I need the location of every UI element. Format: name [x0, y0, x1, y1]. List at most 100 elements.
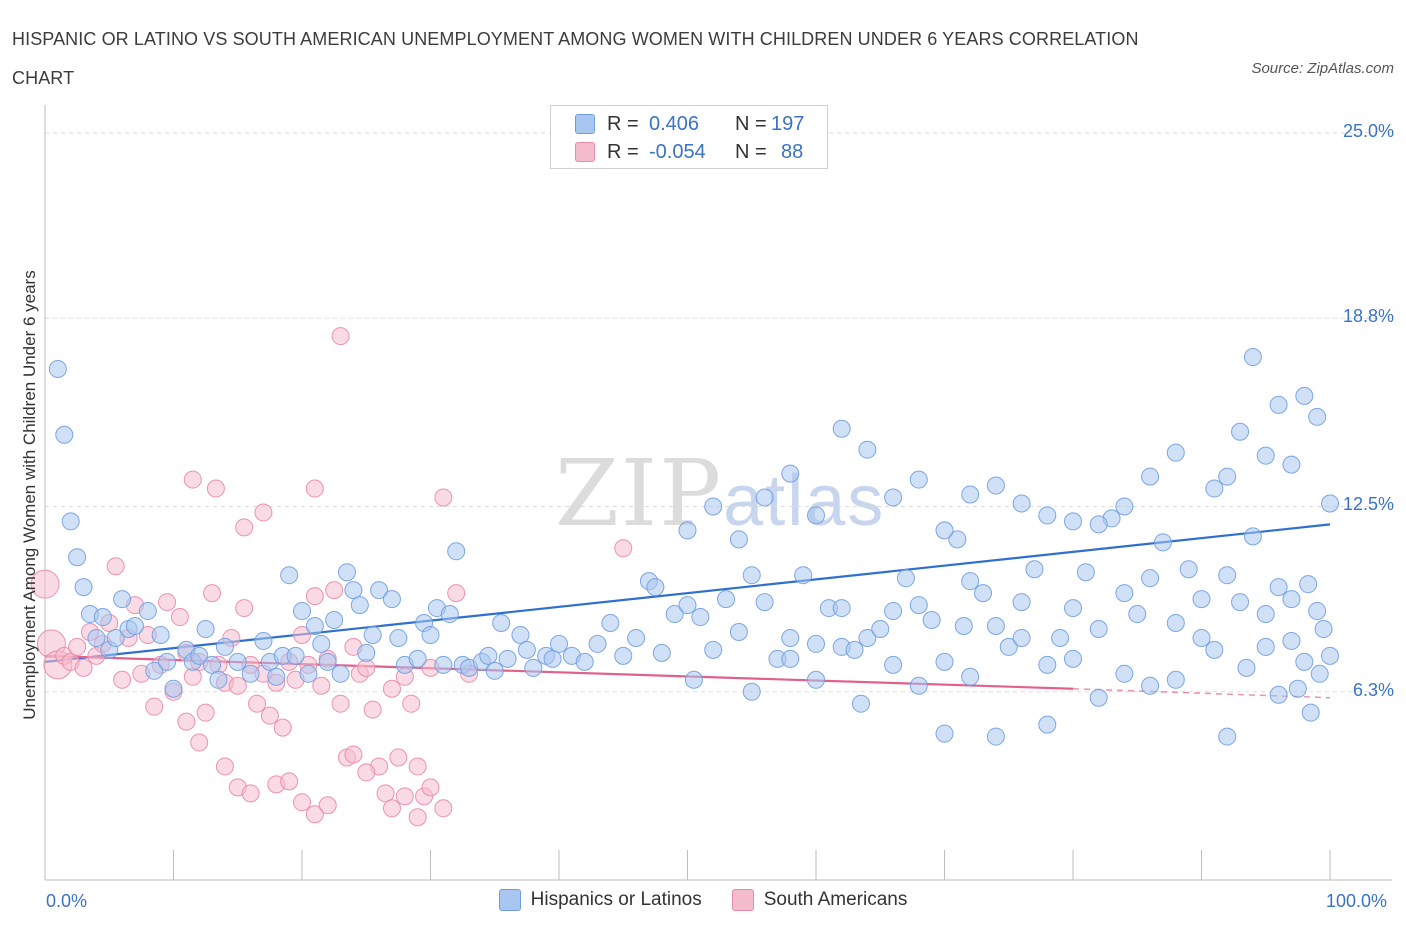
point-hispanics	[1076, 563, 1095, 582]
point-hispanics	[215, 637, 234, 656]
point-hispanics	[524, 658, 543, 677]
point-hispanics	[1295, 652, 1314, 671]
point-south-americans	[206, 479, 225, 498]
legend-r-value-hispanics: 0.406	[649, 112, 700, 135]
point-hispanics	[286, 646, 305, 665]
point-south-americans	[293, 625, 311, 644]
y-tick-label: 12.5%	[1342, 494, 1394, 515]
point-hispanics	[68, 548, 87, 567]
correlation-legend: R = 0.406 N = 197 R = -0.054 N = 88	[550, 105, 828, 169]
point-hispanics	[986, 616, 1005, 635]
point-south-americans	[408, 757, 427, 776]
chart-title: HISPANIC OR LATINO VS SOUTH AMERICAN UNE…	[12, 29, 1139, 88]
point-hispanics	[807, 506, 825, 525]
point-hispanics	[228, 652, 247, 671]
point-hispanics	[884, 488, 903, 507]
point-hispanics	[1166, 443, 1185, 462]
point-hispanics	[543, 649, 562, 668]
point-hispanics	[832, 419, 851, 438]
point-hispanics	[331, 664, 350, 683]
point-hispanics	[1205, 479, 1224, 498]
point-hispanics	[1141, 467, 1160, 486]
point-hispanics	[55, 425, 74, 444]
point-hispanics	[1038, 655, 1057, 674]
point-hispanics	[363, 625, 382, 644]
point-hispanics	[1115, 584, 1134, 603]
point-hispanics	[1192, 628, 1211, 647]
point-south-americans	[325, 581, 344, 600]
point-hispanics	[1321, 494, 1339, 513]
point-hispanics	[755, 488, 774, 507]
point-south-americans	[170, 608, 189, 627]
series-legend-item-south-americans[interactable]: South Americans	[731, 889, 907, 911]
point-hispanics	[440, 605, 459, 624]
point-hispanics	[974, 584, 993, 603]
point-south-americans	[113, 670, 132, 689]
point-hispanics	[1012, 494, 1031, 513]
y-axis-label: Unemployment Among Women with Children U…	[20, 270, 39, 720]
point-south-americans	[434, 488, 453, 507]
point-hispanics	[909, 470, 928, 489]
point-hispanics	[254, 631, 273, 650]
point-hispanics	[479, 646, 498, 665]
point-hispanics	[1256, 637, 1275, 656]
point-hispanics	[74, 578, 93, 597]
point-south-americans	[382, 799, 401, 818]
point-hispanics	[1256, 605, 1275, 624]
point-hispanics	[241, 664, 260, 683]
point-hispanics	[742, 566, 761, 585]
point-south-americans	[318, 796, 337, 815]
point-hispanics	[337, 563, 356, 582]
point-hispanics	[1218, 467, 1237, 486]
point-south-americans	[389, 748, 408, 767]
point-hispanics	[922, 611, 941, 630]
point-hispanics	[1115, 497, 1134, 516]
point-south-americans	[215, 757, 234, 776]
watermark-atlas: atlas	[723, 461, 886, 541]
legend-row-south-americans: R = -0.054 N = 88	[575, 139, 803, 165]
point-hispanics	[158, 652, 177, 671]
point-south-americans	[614, 539, 633, 558]
point-hispanics	[550, 634, 568, 653]
legend-n-label: N =	[735, 112, 767, 135]
series-legend-item-hispanics[interactable]: Hispanics or Latinos	[498, 889, 702, 911]
point-hispanics	[884, 602, 903, 621]
point-hispanics	[1064, 599, 1082, 618]
point-hispanics	[1012, 593, 1031, 612]
point-hispanics	[1295, 386, 1314, 405]
point-hispanics	[350, 596, 369, 615]
point-hispanics	[61, 512, 80, 531]
point-hispanics	[485, 661, 504, 680]
point-hispanics	[370, 581, 389, 600]
series-legend: Hispanics or Latinos South Americans	[0, 889, 1406, 911]
point-hispanics	[1282, 455, 1301, 474]
point-hispanics	[1012, 628, 1031, 647]
point-hispanics	[717, 590, 736, 609]
point-hispanics	[1128, 605, 1147, 624]
point-hispanics	[935, 724, 954, 743]
series-swatch-hispanics	[498, 889, 521, 911]
point-hispanics	[1064, 512, 1082, 531]
point-hispanics	[961, 572, 980, 591]
point-south-americans	[408, 808, 427, 827]
point-hispanics	[755, 593, 774, 612]
legend-r-label: R =	[607, 112, 639, 135]
point-hispanics	[678, 596, 697, 615]
point-hispanics	[1243, 527, 1262, 546]
point-hispanics	[781, 649, 800, 668]
point-hispanics	[1231, 422, 1250, 441]
point-hispanics	[1141, 569, 1160, 588]
point-hispanics	[935, 521, 954, 540]
point-south-americans	[447, 584, 466, 603]
point-south-americans	[235, 599, 254, 618]
point-hispanics	[280, 566, 299, 585]
point-hispanics	[190, 646, 209, 665]
y-tick-label: 6.3%	[1352, 679, 1394, 700]
point-hispanics	[87, 628, 106, 647]
point-hispanics	[299, 664, 318, 683]
point-hispanics	[1051, 628, 1070, 647]
x-tick-label-max: 100.0%	[1326, 891, 1388, 911]
point-hispanics	[665, 605, 684, 624]
point-hispanics	[1192, 590, 1211, 609]
point-hispanics	[151, 625, 170, 644]
